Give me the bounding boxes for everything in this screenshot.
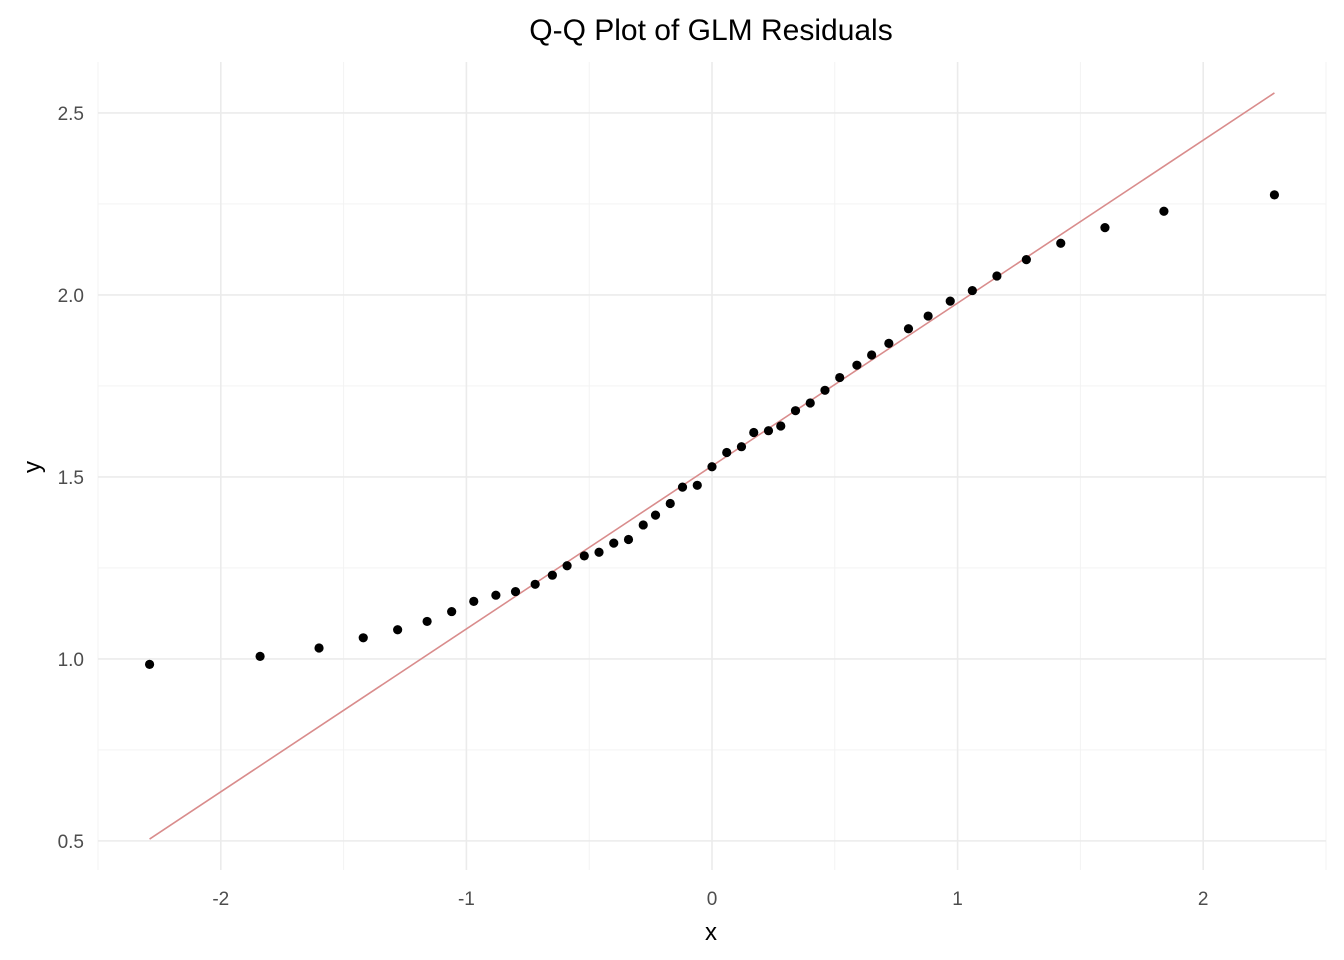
data-point [547,570,557,580]
data-point [650,510,661,520]
x-tick-label: 2 [1198,889,1209,910]
x-tick-label: -2 [212,889,229,910]
data-point [579,551,589,561]
data-point [422,616,432,627]
data-point [945,296,955,306]
data-point [749,427,759,438]
x-tick-label: 1 [952,889,963,910]
data-point [692,480,702,490]
data-point [510,586,521,597]
data-point [623,534,634,545]
data-point [805,398,815,408]
data-point [852,360,862,370]
x-axis-tick-labels: -2 -1 0 1 2 [212,889,1208,910]
data-point [992,271,1002,281]
data-point [638,520,648,530]
data-point [393,625,403,635]
data-point [790,406,801,416]
data-point [665,498,675,509]
data-point [903,324,914,334]
data-point [867,350,877,360]
data-point [594,547,604,557]
data-point [447,606,457,617]
data-point [491,590,501,600]
data-point [1159,206,1169,216]
data-point [776,421,786,431]
y-tick-label: 2.5 [58,104,84,125]
data-point [884,338,894,348]
data-point [722,447,732,458]
y-tick-label: 0.5 [58,832,84,853]
x-tick-label: -1 [458,889,475,910]
y-tick-label: 1.5 [58,468,84,489]
data-points [144,190,1280,669]
data-point [255,651,265,661]
data-point [609,538,619,548]
data-point [923,311,933,321]
data-point [967,285,977,296]
x-axis-title: x [705,919,717,946]
y-tick-label: 1.0 [58,650,84,671]
y-tick-label: 2.0 [58,286,84,307]
data-point [1021,255,1031,265]
data-point [736,442,747,452]
data-point [707,462,717,472]
data-point [1056,238,1066,248]
data-point [1269,190,1280,200]
data-point [820,385,830,395]
data-point [763,426,774,436]
data-point [469,596,479,606]
data-point [314,643,324,653]
chart-title: Q-Q Plot of GLM Residuals [529,14,892,47]
data-point [358,633,368,643]
x-tick-label: 0 [707,889,718,910]
data-point [1100,223,1110,233]
y-axis-tick-labels: 0.5 1.0 1.5 2.0 2.5 [58,104,84,853]
y-axis-title: y [19,461,46,473]
data-point [677,482,688,492]
data-point [530,579,540,589]
data-point [144,659,155,669]
data-point [835,372,845,383]
data-point [562,561,572,571]
